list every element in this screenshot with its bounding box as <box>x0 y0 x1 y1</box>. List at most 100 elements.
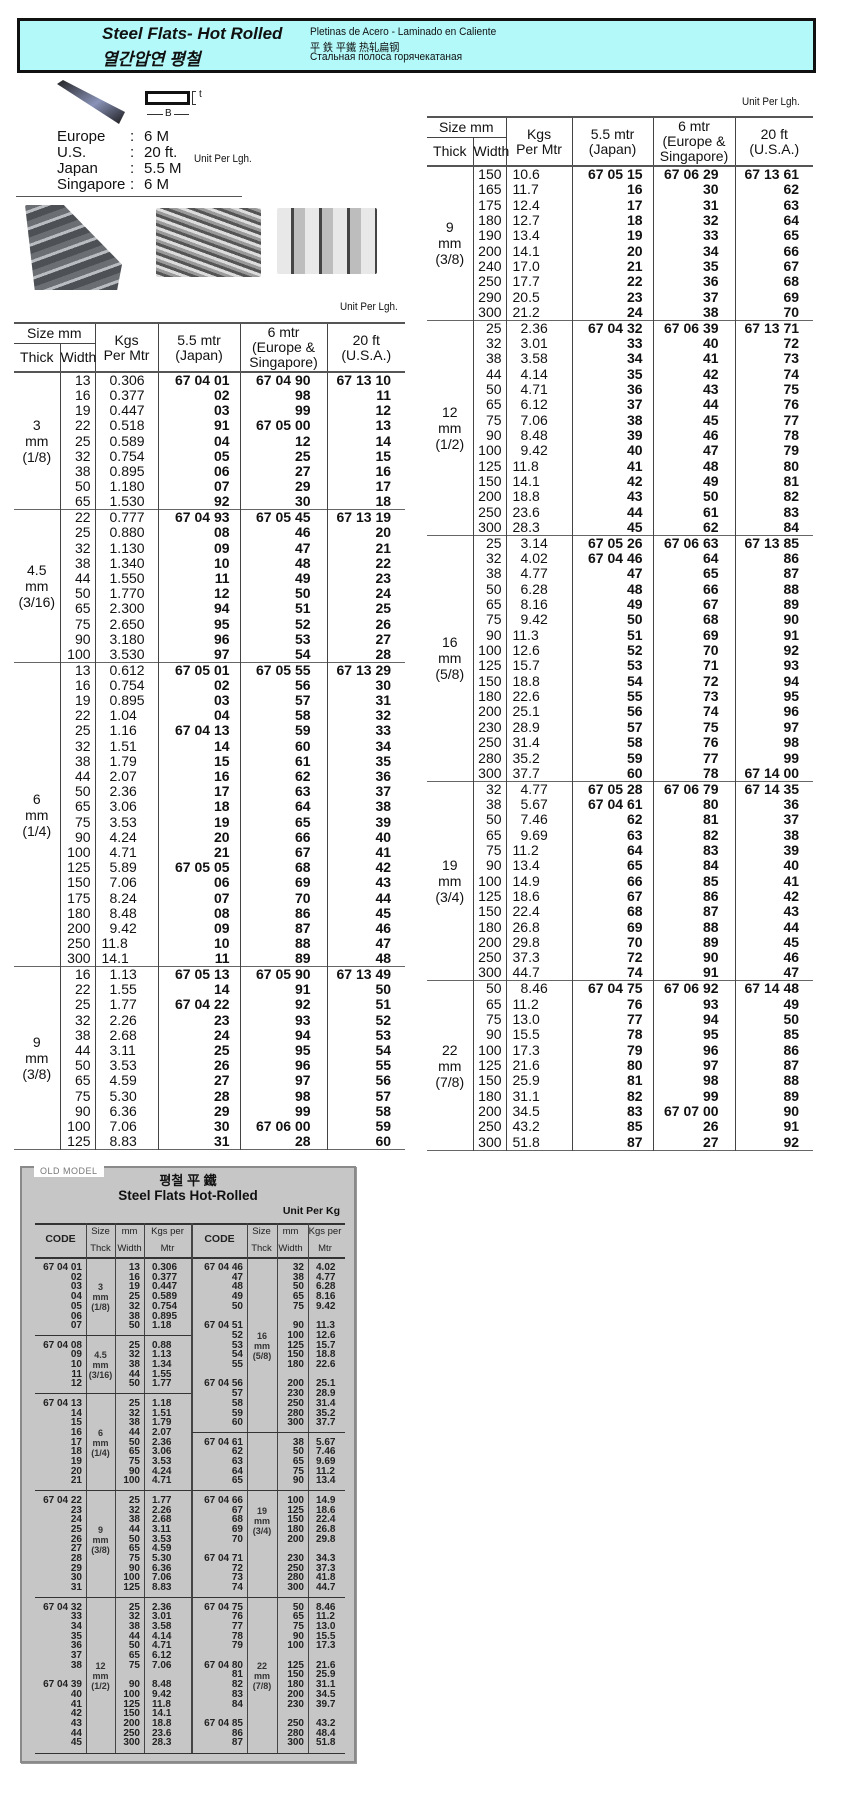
old-code-cell: 43 <box>70 1717 82 1729</box>
width-cell: 180 <box>472 212 507 229</box>
code-usa-cell: 18 <box>326 494 406 510</box>
old-code-cell: 23 <box>70 1504 82 1516</box>
table-row: 65 3.06 18 64 38 <box>14 799 406 815</box>
code-europe-cell: 67 05 45 <box>239 509 328 526</box>
old-code-cell: 67 04 56 <box>204 1378 243 1390</box>
code-europe-cell: 67 06 29 <box>652 166 736 182</box>
table-row: 38 1.79 15 61 35 <box>14 753 406 769</box>
old-code-cell: 53 <box>231 1339 243 1351</box>
width-cell: 22 <box>59 418 96 434</box>
code-usa-cell: 41 <box>326 844 406 861</box>
code-japan-cell: 27 <box>157 1073 241 1089</box>
width-cell: 50 <box>59 586 96 602</box>
kgs-per-mtr-cell: 51.8 <box>505 1134 573 1151</box>
header-size-mm: Size mm <box>14 323 96 344</box>
table-row: 90 11.3 51 69 91 <box>427 627 814 643</box>
old-width-cell: 280 <box>287 1572 304 1584</box>
code-usa-cell: 89 <box>734 1088 814 1104</box>
divider <box>192 1431 345 1433</box>
old-code-cell: 40 <box>70 1688 82 1700</box>
code-usa-cell: 38 <box>734 827 814 843</box>
old-width-cell: 50 <box>292 1601 304 1613</box>
code-usa-cell: 97 <box>734 719 814 735</box>
code-usa-cell: 39 <box>734 842 814 859</box>
divider <box>35 1257 345 1259</box>
old-kgs-cell: 12.6 <box>316 1329 336 1341</box>
table-row: 44 2.07 16 62 36 <box>14 768 406 785</box>
old-width-cell: 13 <box>128 1262 140 1273</box>
code-japan-cell: 25 <box>157 1042 241 1059</box>
code-europe-cell: 48 <box>239 555 328 571</box>
code-europe-cell: 12 <box>239 433 328 449</box>
code-europe-cell: 54 <box>239 646 328 663</box>
width-cell: 200 <box>472 489 507 505</box>
table-row: 65 9.69 63 82 38 <box>427 827 814 843</box>
code-europe-cell: 47 <box>652 443 736 459</box>
old-code-cell: 67 04 80 <box>204 1659 243 1671</box>
header-europe-6-mtr: 6 mtr (Europe & Singapore) <box>239 323 328 372</box>
kgs-per-mtr-cell: 0.777 <box>94 509 159 526</box>
old-kgs-cell: 43.2 <box>316 1717 336 1729</box>
kgs-per-mtr-cell: 11.8 <box>94 936 159 952</box>
code-usa-cell: 53 <box>326 1027 406 1043</box>
table-row: 125 21.6 80 97 87 <box>427 1057 814 1074</box>
code-usa-cell: 67 <box>734 258 814 275</box>
kgs-per-mtr-cell: 4.71 <box>94 844 159 861</box>
code-usa-cell: 87 <box>734 566 814 582</box>
code-europe-cell: 88 <box>239 936 328 952</box>
old-header-code: CODE <box>204 1233 235 1245</box>
code-usa-cell: 20 <box>326 525 406 541</box>
width-cell: 38 <box>59 555 96 571</box>
code-europe-cell: 28 <box>239 1134 328 1150</box>
width-cell: 19 <box>59 403 96 419</box>
thickness-label: 12 mm (1/2) <box>435 403 465 452</box>
table-row: 280 35.2 59 77 99 <box>427 750 814 766</box>
table-row: 75 5.30 28 98 57 <box>14 1088 406 1104</box>
code-usa-cell: 63 <box>734 197 814 213</box>
table-row: 250 17.7 22 36 68 <box>427 274 814 290</box>
code-europe-cell: 70 <box>652 642 736 659</box>
old-code-cell: 67 04 39 <box>43 1679 82 1691</box>
code-usa-cell: 96 <box>734 704 814 720</box>
width-cell: 75 <box>472 842 507 859</box>
code-europe-cell: 67 05 55 <box>239 662 328 678</box>
code-japan-cell: 67 05 28 <box>571 781 654 797</box>
old-thickness-label: 9 mm (3/8) <box>91 1524 110 1555</box>
width-cell: 180 <box>472 1088 507 1104</box>
code-japan-cell: 14 <box>157 982 241 998</box>
kgs-per-mtr-cell: 17.3 <box>505 1042 573 1058</box>
code-usa-cell: 90 <box>734 1103 814 1120</box>
old-code-cell: 81 <box>231 1669 243 1681</box>
width-cell: 250 <box>472 735 507 751</box>
old-kgs-cell: 17.3 <box>316 1640 336 1652</box>
table-row: 25 0.589 04 12 14 <box>14 433 406 449</box>
header-usa-20-ft: 20 ft (U.S.A.) <box>734 117 814 166</box>
code-japan-cell: 10 <box>157 555 241 571</box>
kgs-per-mtr-cell: 37.7 <box>505 765 573 782</box>
width-cell: 50 <box>472 980 507 997</box>
thickness-dimension-icon <box>192 91 196 105</box>
thickness-label: 4.5 mm (3/16) <box>18 562 56 611</box>
code-usa-cell: 67 13 85 <box>734 535 814 551</box>
width-cell: 32 <box>472 781 507 797</box>
old-header-mtr: Mtr <box>160 1243 175 1254</box>
table-row: 19 0.895 03 57 31 <box>14 693 406 709</box>
code-usa-cell: 42 <box>734 888 814 905</box>
code-japan-cell: 38 <box>571 412 654 428</box>
code-japan-cell: 67 04 13 <box>157 723 241 739</box>
table-row: 300 51.8 87 27 92 <box>427 1134 814 1151</box>
old-code-cell: 67 04 22 <box>43 1494 82 1506</box>
old-kgs-cell: 2.26 <box>152 1504 172 1516</box>
old-kgs-cell: 21.6 <box>316 1659 336 1671</box>
old-kgs-cell: 0.447 <box>152 1281 178 1293</box>
header-width: Width <box>472 137 509 166</box>
old-thickness-label: 22 mm (7/8) <box>252 1660 272 1691</box>
table-row: 65 11.2 76 93 49 <box>427 996 814 1012</box>
old-code-cell: 45 <box>70 1737 82 1749</box>
old-thickness-label: 19 mm (3/4) <box>252 1505 272 1536</box>
code-japan-cell: 10 <box>157 936 241 952</box>
old-code-cell: 64 <box>231 1465 243 1477</box>
kgs-per-mtr-cell: 2.26 <box>94 1012 159 1028</box>
old-code-cell: 69 <box>231 1523 243 1535</box>
kgs-per-mtr-cell: 0.754 <box>94 448 159 464</box>
